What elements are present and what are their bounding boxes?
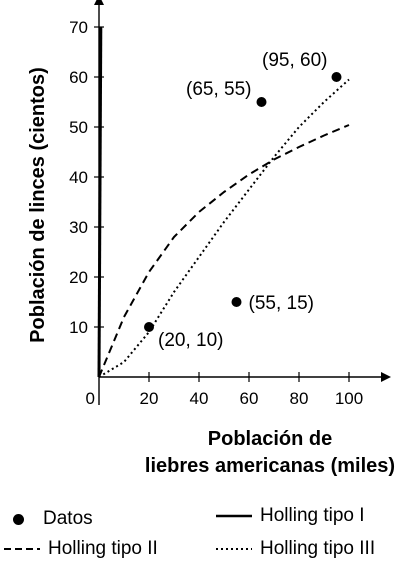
data-points: (20, 10) (55, 15) (65, 55) (95, 60) [144,50,342,351]
legend-item-holling-iii: Holling tipo III [216,538,375,560]
x-axis-arrow [381,372,391,382]
legend-label-datos: Datos [43,508,93,529]
data-point-label: (95, 60) [262,50,327,71]
legend-label-holling-ii: Holling tipo II [48,538,158,559]
y-tick-label: 30 [69,218,88,237]
y-tick-label: 60 [69,68,88,87]
legend-label-holling-i: Holling tipo I [260,505,365,526]
data-point [144,322,154,332]
x-tick-label: 20 [140,389,159,408]
y-tick-label: 20 [69,268,88,287]
x-axis-title: Población de liebres americanas (miles) [0,426,413,480]
data-point [256,97,267,107]
data-point-label: (20, 10) [158,330,223,351]
series-line-dotted [98,78,350,378]
x-tick-label: 0 [86,389,95,408]
x-axis-title-line2: liebres americanas (miles) [144,455,396,477]
x-tick-label: 40 [190,389,209,408]
x-tick-label: 80 [290,389,309,408]
axes [94,0,391,405]
data-point-label: (65, 55) [186,79,251,100]
chart-plot: 0 20 40 60 80 100 10 20 30 40 50 60 70 (20, 10) (55, … [27,0,391,408]
y-tick-label: 70 [69,18,88,37]
legend-item-holling-i: Holling tipo I [216,505,365,527]
y-tick-label: 40 [69,168,88,187]
y-tick-label: 50 [69,118,88,137]
tick-labels: 0 20 40 60 80 100 10 20 30 40 50 60 70 [69,18,363,408]
x-axis-title-line1: Población de [207,428,333,450]
legend-label-holling-iii: Holling tipo III [260,538,376,559]
y-tick-label: 10 [69,318,88,337]
x-tick-label: 60 [240,389,259,408]
legend-item-holling-ii: Holling tipo II [4,538,158,560]
curves [97,26,350,378]
data-point-label: (55, 15) [249,293,314,314]
legend-dot-swatch [13,513,24,525]
legend-dotted-swatch [216,548,252,550]
legend: Datos Holling tipo I Holling tipo II Hol… [0,500,413,566]
data-point [231,297,242,307]
y-axis-arrow [94,0,104,5]
series-line-dashed [98,124,350,378]
legend-solid-swatch [216,514,252,518]
legend-dashed-swatch [4,548,40,550]
data-point [331,72,342,82]
y-axis-title: Población de linces (cientos) [27,67,49,343]
x-tick-label: 100 [335,389,363,408]
legend-item-datos: Datos [6,508,93,530]
series-line-solid [97,26,103,378]
